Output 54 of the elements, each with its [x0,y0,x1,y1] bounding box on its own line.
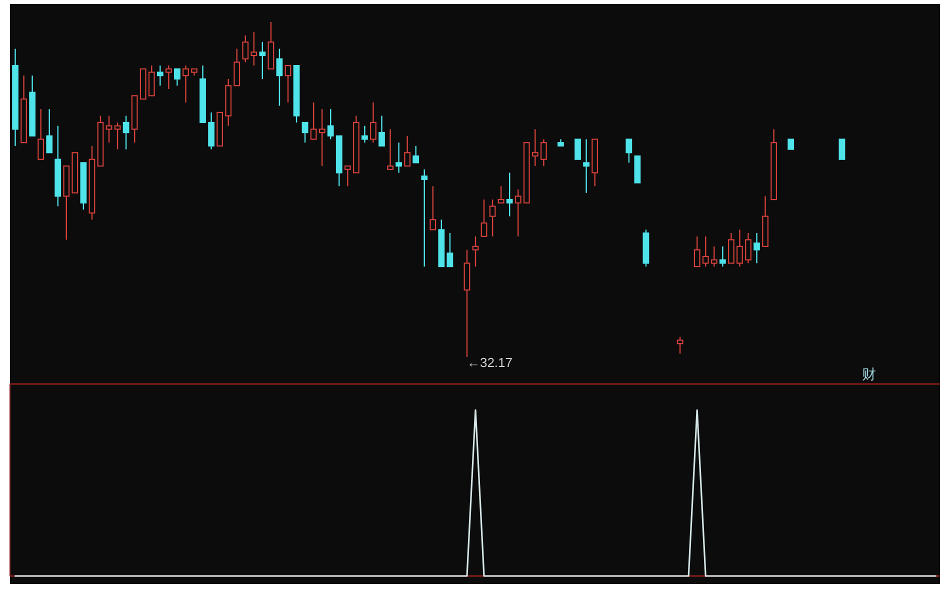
candlestick [710,246,718,268]
candlestick [38,108,44,160]
candlestick [302,122,308,144]
candlestick [430,186,436,230]
candlestick [165,64,172,90]
annotation: ←32.17 [466,355,513,370]
candlestick [396,142,402,174]
candlestick [446,232,454,268]
candlestick [284,64,292,103]
candlestick [156,64,164,86]
candlestick [46,108,53,154]
candlestick [532,128,538,167]
candlestick [626,138,632,164]
candlestick [745,232,752,264]
candlestick [250,31,258,66]
candlestick [754,232,760,264]
candlestick [148,64,155,96]
candlestick [276,48,283,106]
candlestick [174,68,180,86]
candlestick [378,115,385,147]
candlestick [788,138,794,150]
candlestick [583,138,590,194]
candlestick [421,168,428,268]
candlestick [234,48,240,86]
candlestick [498,186,504,204]
candlestick [574,138,581,160]
candlestick [472,236,479,268]
candlestick [719,246,726,268]
candlestick [242,34,249,63]
candlestick [310,102,317,140]
candlestick [728,232,734,264]
candlestick [318,108,326,167]
candlestick [208,112,214,150]
candlestick [838,138,846,160]
candlestick [676,336,684,354]
candlestick [344,165,351,187]
candlestick [122,115,130,150]
candlestick [514,188,522,237]
candlestick [489,198,496,237]
candlestick [404,135,411,167]
candlestick [540,138,547,167]
candlestick [736,229,743,268]
candlestick [480,198,488,237]
candlestick [327,108,334,140]
candlestick [362,125,368,144]
candlestick [694,236,700,268]
text: 财 [862,366,876,382]
candlestick [412,145,420,164]
candlestick [182,64,189,103]
candlestick [702,236,709,268]
candlestick [259,42,266,80]
candlestick [387,128,394,170]
candlestick [370,102,376,144]
candlestick [506,172,513,217]
